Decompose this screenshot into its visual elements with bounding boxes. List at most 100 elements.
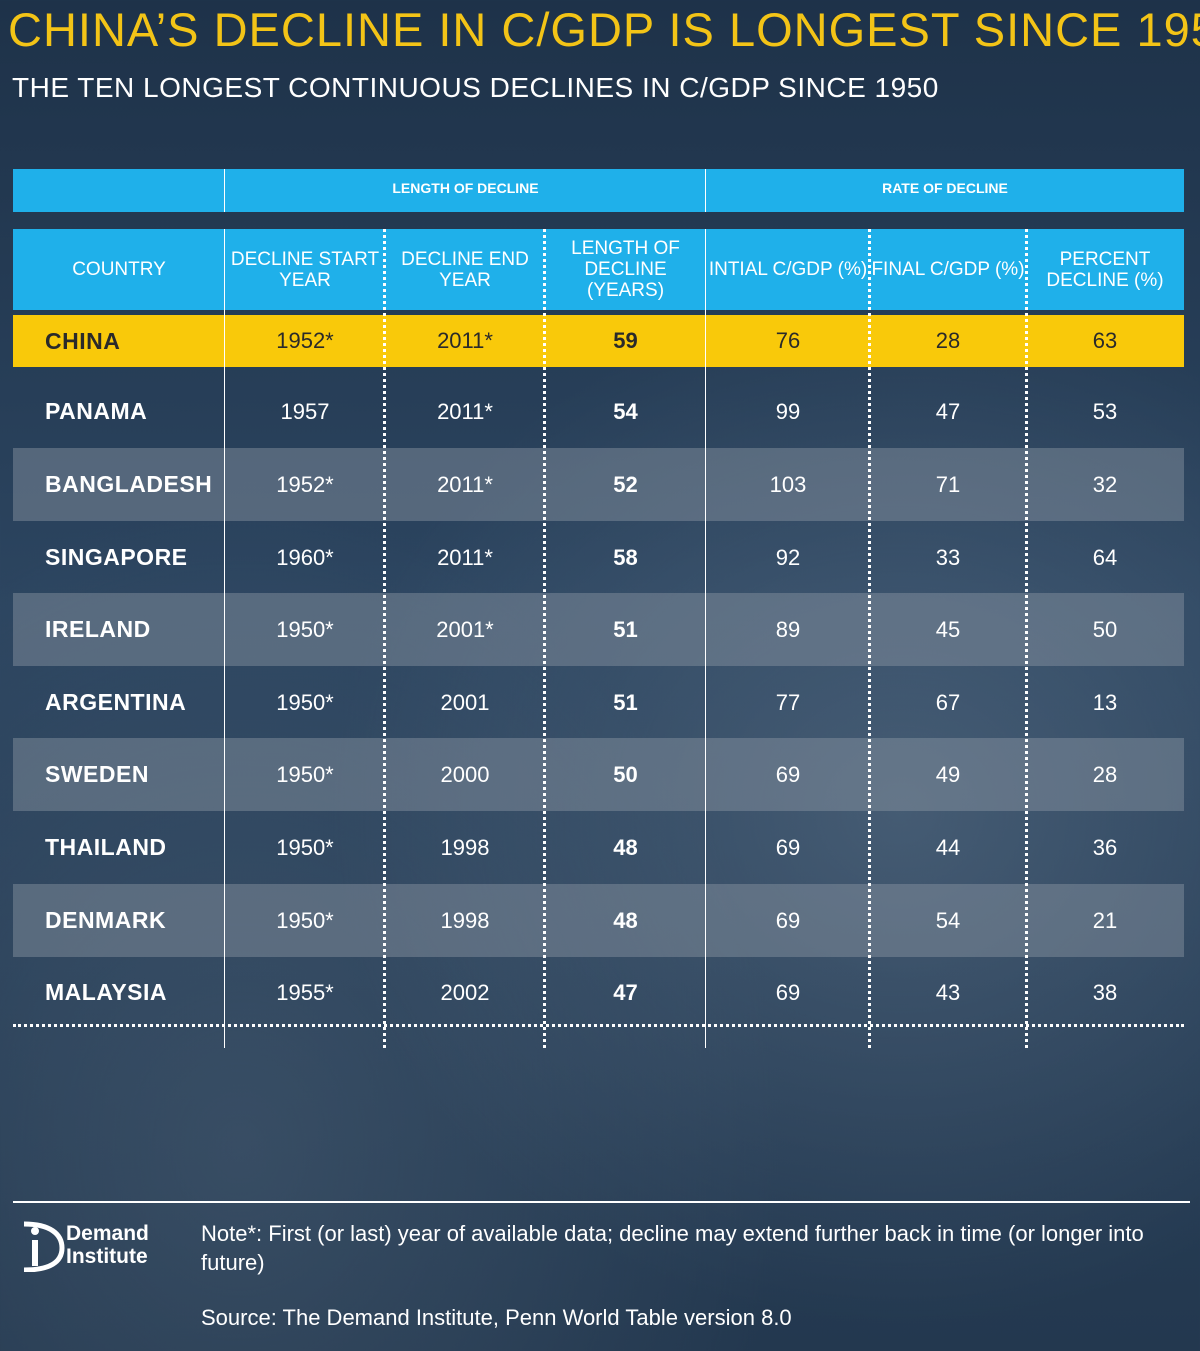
- cell-end-year: 2002: [440, 979, 490, 1005]
- page-subtitle: THE TEN LONGEST CONTINUOUS DECLINES IN C…: [12, 72, 939, 103]
- col-header-country: COUNTRY: [72, 259, 166, 280]
- cell-initial: 69: [775, 761, 801, 787]
- cell-end-year: 2000: [440, 761, 490, 787]
- cell-initial: 76: [775, 328, 801, 353]
- cell-initial: 103: [769, 471, 807, 497]
- cell-initial: 69: [775, 834, 801, 860]
- column-divider-start: [383, 229, 386, 1048]
- cell-final: 54: [935, 907, 961, 933]
- cell-start-year: 1955*: [276, 979, 334, 1005]
- cell-final: 43: [935, 979, 961, 1005]
- cell-length: 51: [613, 689, 638, 715]
- table-row: BANGLADESH 1952* 2011* 52 103 71 32: [13, 448, 1184, 521]
- cell-start-year: 1952*: [276, 328, 334, 353]
- table-row: DENMARK 1950* 1998 48 69 54 21: [13, 884, 1184, 957]
- cell-final: 67: [935, 689, 961, 715]
- cell-start-year: 1950*: [276, 834, 334, 860]
- cell-final: 44: [935, 834, 961, 860]
- cell-start-year: 1950*: [276, 616, 334, 642]
- cell-length: 52: [613, 471, 638, 497]
- group-divider-left: [224, 169, 225, 212]
- group-length-of-decline: LENGTH OF DECLINE: [392, 180, 539, 196]
- cell-end-year: 2001: [440, 689, 490, 715]
- cell-country: IRELAND: [45, 616, 151, 642]
- cell-percent: 64: [1092, 544, 1118, 570]
- col-header-final: FINAL C/GDP (%): [871, 259, 1025, 280]
- cell-percent: 50: [1092, 616, 1118, 642]
- table-bottom-rule: [13, 1024, 1184, 1027]
- column-divider-final: [1025, 229, 1028, 1048]
- logo-line-1: Demand: [66, 1222, 149, 1245]
- table-row: CHINA 1952* 2011* 59 76 28 63: [13, 315, 1184, 367]
- cell-end-year: 2011*: [437, 544, 493, 570]
- col-header-length: LENGTH OF DECLINE (YEARS): [571, 238, 680, 301]
- cell-initial: 92: [775, 544, 801, 570]
- cell-initial: 89: [775, 616, 801, 642]
- column-divider-initial: [868, 229, 871, 1048]
- cell-end-year: 2011*: [437, 398, 493, 424]
- cell-end-year: 2011*: [437, 471, 493, 497]
- table-row: SWEDEN 1950* 2000 50 69 49 28: [13, 738, 1184, 811]
- cell-length: 51: [613, 616, 638, 642]
- logo-wordmark: Demand Institute: [66, 1222, 149, 1268]
- column-divider-end: [543, 229, 546, 1048]
- table-row: PANAMA 1957 2011* 54 99 47 53: [13, 375, 1184, 448]
- column-divider-country: [224, 229, 225, 1048]
- cell-country: SWEDEN: [45, 761, 149, 787]
- cell-end-year: 1998: [440, 907, 490, 933]
- cell-initial: 77: [775, 689, 801, 715]
- page-title: CHINA’S DECLINE IN C/GDP IS LONGEST SINC…: [8, 3, 1200, 56]
- cell-start-year: 1957: [280, 398, 330, 424]
- cell-initial: 69: [775, 907, 801, 933]
- cell-country: DENMARK: [45, 907, 167, 933]
- group-header-row: LENGTH OF DECLINE RATE OF DECLINE: [13, 169, 1184, 212]
- cell-end-year: 2001*: [436, 616, 494, 642]
- column-header-row: COUNTRY DECLINE START YEAR DECLINE END Y…: [13, 229, 1184, 310]
- cell-final: 49: [935, 761, 961, 787]
- table-row: IRELAND 1950* 2001* 51 89 45 50: [13, 593, 1184, 666]
- cell-start-year: 1950*: [276, 761, 334, 787]
- cell-country: THAILAND: [45, 834, 167, 860]
- logo-line-2: Institute: [66, 1245, 148, 1268]
- table-row: ARGENTINA 1950* 2001 51 77 67 13: [13, 666, 1184, 739]
- cell-final: 33: [935, 544, 961, 570]
- cell-country: SINGAPORE: [45, 544, 188, 570]
- cell-percent: 36: [1092, 834, 1118, 860]
- group-rate-of-decline: RATE OF DECLINE: [882, 180, 1008, 196]
- cell-percent: 63: [1092, 328, 1118, 353]
- cell-percent: 13: [1092, 689, 1118, 715]
- cell-length: 50: [613, 761, 638, 787]
- cell-country: CHINA: [45, 327, 121, 354]
- col-header-initial: INTIAL C/GDP (%): [708, 259, 868, 280]
- col-header-start-year: DECLINE START YEAR: [230, 248, 380, 291]
- table-row: SINGAPORE 1960* 2011* 58 92 33 64: [13, 521, 1184, 594]
- cell-start-year: 1950*: [276, 689, 334, 715]
- cell-final: 28: [935, 328, 961, 353]
- demand-institute-logo-icon: [23, 1221, 65, 1272]
- cell-start-year: 1952*: [276, 471, 334, 497]
- col-header-end-year: DECLINE END YEAR: [401, 248, 529, 291]
- cell-initial: 99: [775, 398, 801, 424]
- cell-country: MALAYSIA: [45, 979, 167, 1005]
- cell-length: 47: [613, 979, 638, 1005]
- cell-length: 54: [613, 398, 638, 424]
- table-row: THAILAND 1950* 1998 48 69 44 36: [13, 811, 1184, 884]
- cell-length: 59: [613, 328, 638, 353]
- source-note: Source: The Demand Institute, Penn World…: [201, 1305, 792, 1330]
- cell-country: ARGENTINA: [45, 689, 187, 715]
- table-row: MALAYSIA 1955* 2002 47 69 43 38: [13, 956, 1184, 1029]
- cell-percent: 38: [1092, 979, 1118, 1005]
- cell-percent: 32: [1092, 471, 1118, 497]
- cell-initial: 69: [775, 979, 801, 1005]
- footer-rule: [13, 1201, 1190, 1203]
- cell-start-year: 1960*: [276, 544, 334, 570]
- footnote: Note*: First (or last) year of available…: [201, 1221, 1144, 1275]
- cell-start-year: 1950*: [276, 907, 334, 933]
- group-divider-mid: [705, 169, 706, 212]
- cell-percent: 28: [1092, 761, 1118, 787]
- cell-final: 45: [935, 616, 961, 642]
- cell-percent: 53: [1092, 398, 1118, 424]
- cell-end-year: 1998: [440, 834, 490, 860]
- col-header-percent: PERCENT DECLINE (%): [1046, 248, 1164, 291]
- cell-length: 48: [613, 907, 638, 933]
